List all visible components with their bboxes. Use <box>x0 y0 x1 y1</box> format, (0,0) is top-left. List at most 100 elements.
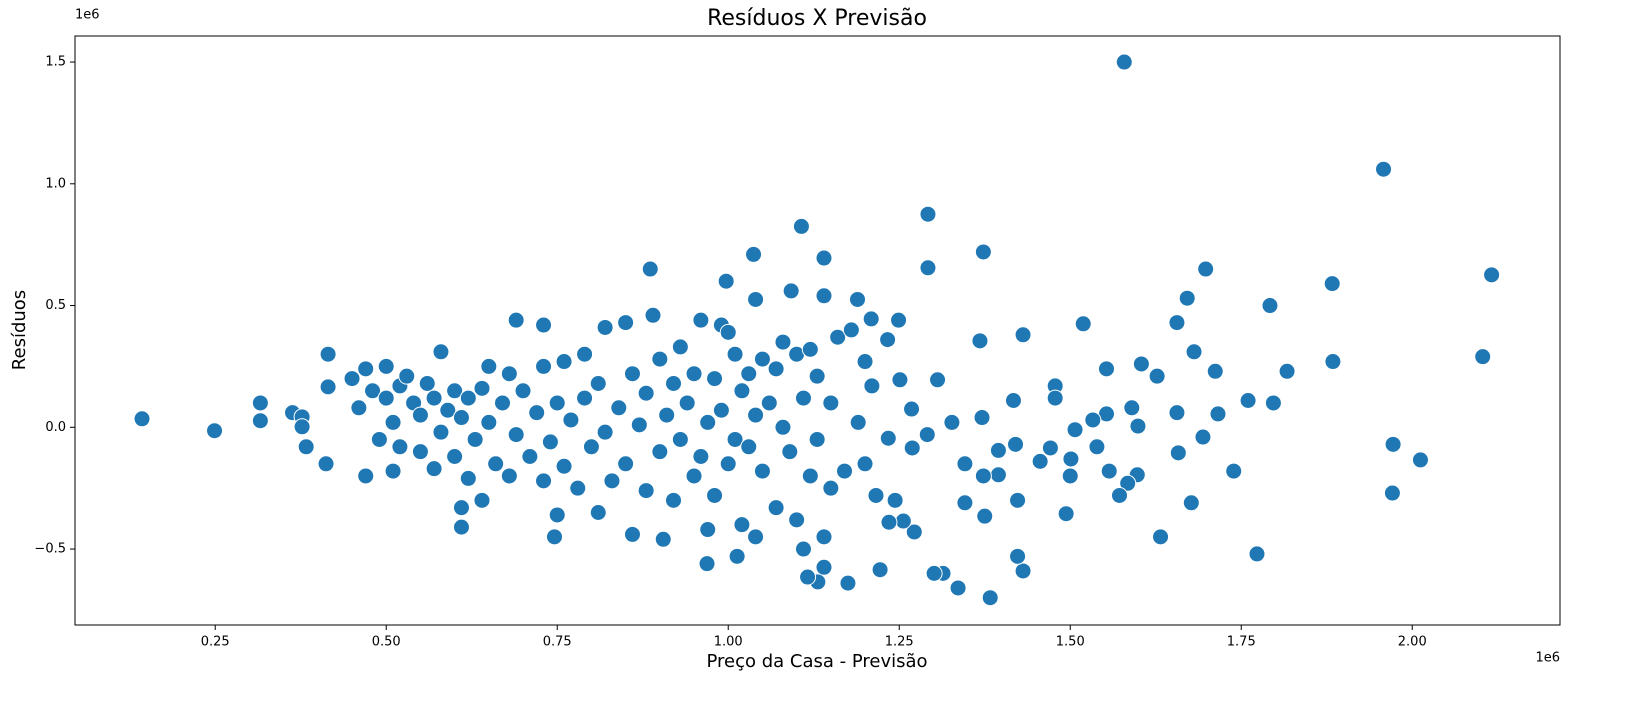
x-tick-label: 2.00 <box>1398 635 1427 650</box>
point <box>891 371 909 389</box>
point <box>319 345 337 363</box>
point <box>685 365 703 383</box>
point <box>753 350 771 368</box>
point <box>894 512 912 530</box>
y-axis-label: Resíduos <box>9 290 30 370</box>
point <box>1088 438 1106 456</box>
point <box>665 491 683 509</box>
point <box>500 467 518 485</box>
point <box>446 448 464 466</box>
point <box>1194 428 1212 446</box>
point <box>665 374 683 392</box>
point <box>1057 505 1075 523</box>
x-tick-label: 1.25 <box>885 635 914 650</box>
point <box>886 491 904 509</box>
point <box>976 507 994 525</box>
point <box>576 345 594 363</box>
point <box>794 389 812 407</box>
point <box>1074 315 1092 333</box>
point <box>541 433 559 451</box>
point <box>1031 452 1049 470</box>
point <box>753 462 771 480</box>
point <box>569 479 587 497</box>
chart-title: Resíduos X Previsão <box>707 6 927 31</box>
point <box>411 443 429 461</box>
point <box>815 528 833 546</box>
point <box>1185 343 1203 361</box>
point <box>1014 326 1032 344</box>
point <box>799 568 817 586</box>
point <box>745 245 763 263</box>
point <box>452 409 470 427</box>
point <box>1062 450 1080 468</box>
point <box>391 438 409 456</box>
point <box>1206 362 1224 380</box>
point <box>377 357 395 375</box>
point <box>815 287 833 305</box>
point <box>1009 547 1027 565</box>
point <box>418 374 436 392</box>
point <box>747 406 765 424</box>
point <box>1100 462 1118 480</box>
point <box>411 406 429 424</box>
x-axis-label: Preço da Casa - Previsão <box>706 651 927 672</box>
point <box>384 462 402 480</box>
point <box>1483 266 1501 284</box>
point <box>364 382 382 400</box>
point <box>637 384 655 402</box>
point <box>1129 417 1147 435</box>
point <box>678 394 696 412</box>
point <box>548 506 566 524</box>
point <box>671 430 689 448</box>
point <box>706 486 724 504</box>
point <box>801 467 819 485</box>
y-tick-label: 0.5 <box>45 298 66 313</box>
point <box>319 378 337 396</box>
point <box>644 306 662 324</box>
point <box>535 357 553 375</box>
point <box>1014 562 1032 580</box>
point <box>1119 474 1137 492</box>
point <box>452 499 470 517</box>
point <box>596 423 614 441</box>
point <box>514 382 532 400</box>
point <box>1066 421 1084 439</box>
point <box>1248 545 1266 563</box>
point <box>637 482 655 500</box>
point <box>480 357 498 375</box>
point <box>956 455 974 473</box>
point <box>133 410 151 428</box>
point <box>815 558 833 576</box>
point <box>698 555 716 573</box>
point <box>1168 314 1186 332</box>
point <box>815 249 833 267</box>
point <box>699 413 717 431</box>
point <box>1004 392 1022 410</box>
point <box>589 504 607 522</box>
point <box>535 472 553 490</box>
plot-frame <box>74 35 1561 626</box>
point <box>728 547 746 565</box>
point <box>719 455 737 473</box>
point <box>774 418 792 436</box>
point <box>925 564 943 582</box>
point <box>905 523 923 541</box>
point <box>1115 53 1133 71</box>
point <box>822 479 840 497</box>
x-offset: 1e6 <box>1535 651 1560 666</box>
point <box>856 455 874 473</box>
point <box>651 350 669 368</box>
point <box>630 416 648 434</box>
point <box>903 400 921 418</box>
point <box>1123 399 1141 417</box>
point <box>856 353 874 371</box>
point <box>459 389 477 407</box>
point <box>251 394 269 412</box>
point <box>1209 405 1227 423</box>
point <box>357 360 375 378</box>
point <box>1084 411 1102 429</box>
point <box>974 467 992 485</box>
point <box>971 332 989 350</box>
point <box>747 290 765 308</box>
